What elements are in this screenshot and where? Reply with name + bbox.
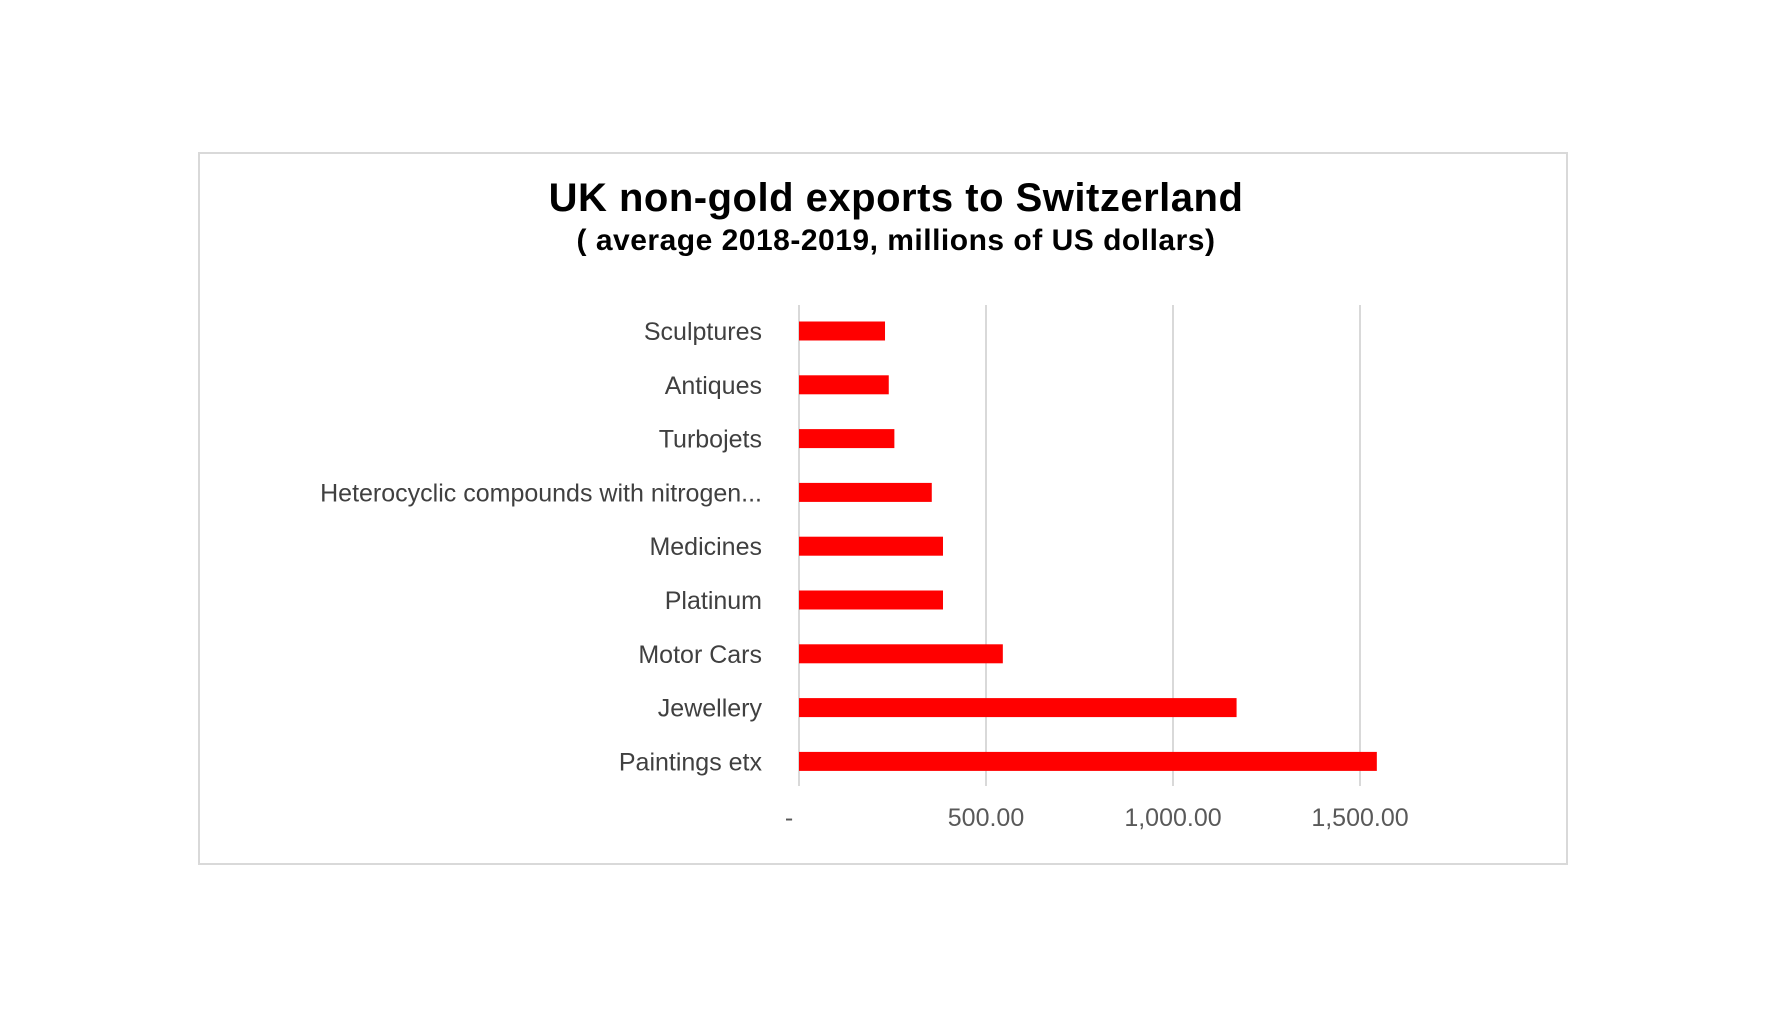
bar-5 xyxy=(799,590,943,610)
chart-frame xyxy=(198,152,1568,865)
category-label-6: Motor Cars xyxy=(638,641,762,669)
bar-4 xyxy=(799,536,943,556)
category-label-0: Sculptures xyxy=(644,318,762,346)
bar-0 xyxy=(799,321,886,341)
chart-subtitle: ( average 2018-2019, millions of US doll… xyxy=(576,224,1216,257)
category-label-8: Paintings etx xyxy=(619,748,763,776)
x-tick-label-2: 1,000.00 xyxy=(1124,804,1221,832)
chart-title: UK non-gold exports to Switzerland xyxy=(548,176,1244,220)
bar-8 xyxy=(799,751,1377,771)
category-label-3: Heterocyclic compounds with nitrogen... xyxy=(320,479,762,507)
category-label-7: Jewellery xyxy=(658,695,763,723)
category-label-5: Platinum xyxy=(665,587,762,615)
bar-2 xyxy=(799,429,895,449)
x-tick-label-1: 500.00 xyxy=(948,804,1024,832)
category-label-4: Medicines xyxy=(649,533,762,561)
bar-1 xyxy=(799,375,889,395)
x-tick-label-0: - xyxy=(785,804,793,832)
x-tick-label-3: 1,500.00 xyxy=(1311,804,1408,832)
bar-6 xyxy=(799,644,1003,664)
category-label-1: Antiques xyxy=(665,372,762,400)
bar-3 xyxy=(799,482,932,502)
bar-7 xyxy=(799,698,1237,718)
category-label-2: Turbojets xyxy=(659,426,762,454)
